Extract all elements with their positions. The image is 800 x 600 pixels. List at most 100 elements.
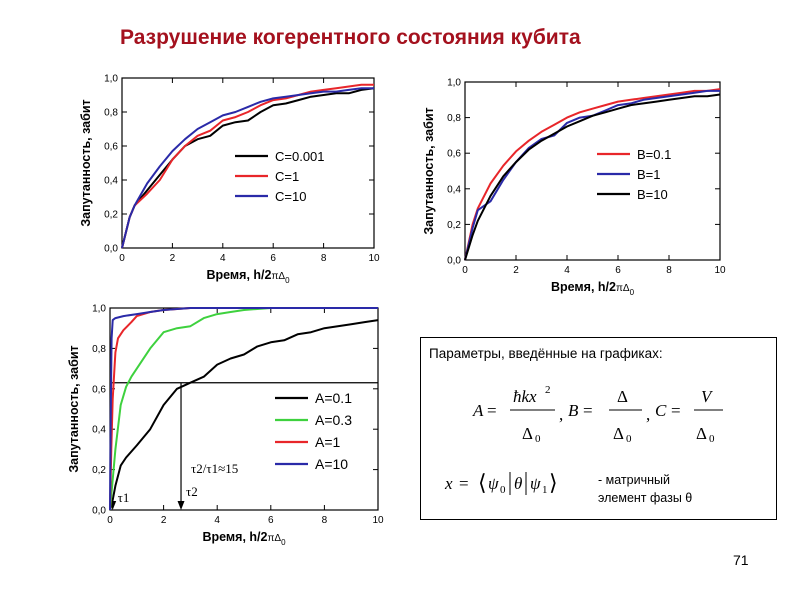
svg-text:2: 2 [545, 384, 551, 396]
svg-text:,: , [646, 405, 650, 424]
tau2-label: τ2 [186, 484, 198, 499]
x-tick-label: 4 [220, 253, 226, 264]
x-tick-label: 10 [714, 265, 726, 276]
y-axis-label: Запутанность, забит [79, 99, 93, 226]
y-axis-label: Запутанность, забит [422, 107, 436, 234]
svg-text:=: = [583, 401, 593, 420]
svg-text:0: 0 [709, 433, 715, 445]
svg-text:Δ: Δ [696, 424, 707, 443]
x-tick-label: 2 [513, 265, 519, 276]
slide-title: Разрушение когерентного состояния кубита [120, 26, 581, 49]
y-tick-label: 0,6 [104, 142, 118, 153]
x-tick-label: 8 [322, 515, 328, 526]
svg-text:0: 0 [500, 484, 506, 496]
svg-text:V: V [701, 387, 714, 406]
svg-text:ψ: ψ [530, 474, 541, 493]
chart-a-dependence: 0 2 4 6 8 10 0,0 0,2 0,4 0,6 0,8 1,0 Запутанность, з… [67, 304, 384, 548]
x-tick-label: 2 [161, 515, 167, 526]
parameters-box: Параметры, введённые на графиках: A = ħk… [420, 337, 777, 520]
x-tick-label: 0 [107, 515, 113, 526]
series-line-c-1 [121, 83, 374, 249]
svg-text:⟨: ⟨ [478, 470, 487, 495]
y-tick-label: 0,8 [104, 108, 118, 119]
svg-text:0: 0 [535, 433, 541, 445]
series-line-c-10 [121, 87, 374, 249]
svg-text:0: 0 [626, 433, 632, 445]
y-tick-label: 0,8 [92, 344, 106, 355]
series-line-b-10 [464, 93, 721, 261]
x-tick-label: 2 [170, 253, 176, 264]
y-tick-label: 0,6 [447, 149, 461, 160]
legend-label: B=10 [637, 187, 668, 202]
legend-label: A=0.1 [315, 390, 352, 406]
series-line-a-10 [109, 307, 378, 511]
y-tick-label: 0,4 [104, 176, 118, 187]
svg-text:Δ: Δ [617, 387, 628, 406]
x-tick-label: 0 [119, 253, 125, 264]
x-tick-label: 6 [270, 253, 276, 264]
chart-b-dependence: 0 2 4 6 8 10 0,0 0,2 0,4 0,6 0,8 1,0 Запутанность, з… [422, 78, 726, 298]
y-tick-label: 0,8 [447, 113, 461, 124]
x-axis-label: Время, h/2πΔ0 [551, 280, 635, 297]
series-line-a-0-1 [109, 319, 379, 511]
svg-text:θ: θ [514, 474, 522, 493]
series-line-a-1 [109, 307, 378, 511]
series-line-b-1 [464, 89, 720, 261]
x-tick-label: 8 [321, 253, 327, 264]
svg-text:Δ: Δ [613, 424, 624, 443]
x-tick-label: 10 [372, 515, 384, 526]
y-tick-label: 1,0 [104, 74, 118, 85]
svg-text:=: = [487, 401, 497, 420]
legend-label: A=1 [315, 434, 341, 450]
x-axis-label: Время, h/2πΔ0 [202, 530, 286, 547]
page-number: 71 [733, 552, 749, 568]
y-axis-label: Запутанность, забит [67, 345, 81, 472]
y-tick-label: 0,4 [447, 184, 461, 195]
x-axis-label: Время, h/2πΔ0 [206, 268, 290, 285]
y-tick-label: 0,2 [104, 210, 118, 221]
svg-text:ψ: ψ [488, 474, 499, 493]
legend-label: B=0.1 [637, 147, 671, 162]
matrix-note-line2: элемент фазы θ [598, 491, 692, 505]
y-tick-label: 0,0 [447, 256, 461, 267]
y-tick-label: 0,6 [92, 384, 106, 395]
y-tick-label: 0,0 [104, 244, 118, 255]
x-tick-label: 0 [462, 265, 468, 276]
legend-label: A=0.3 [315, 412, 352, 428]
x-tick-label: 8 [666, 265, 672, 276]
legend-label: A=10 [315, 456, 348, 472]
series-line-c-0-001 [121, 87, 375, 249]
series-line-b-0-1 [464, 88, 721, 261]
plot-frame [121, 77, 375, 249]
svg-text:x: x [444, 474, 453, 493]
svg-text:C: C [655, 401, 667, 420]
series-line-a-0-3 [109, 307, 378, 511]
y-tick-label: 1,0 [447, 78, 461, 89]
y-tick-label: 0,4 [92, 425, 106, 436]
svg-text:A: A [472, 401, 484, 420]
x-tick-label: 4 [564, 265, 570, 276]
svg-text:ħkx: ħkx [513, 387, 537, 406]
x-tick-label: 6 [268, 515, 274, 526]
svg-text:1: 1 [542, 484, 548, 496]
legend-label: C=0.001 [275, 149, 325, 164]
svg-text:B: B [568, 401, 579, 420]
parameters-formulas: A = ħkx 2 Δ 0 , B = Δ Δ 0 , C = V Δ 0 x … [444, 384, 723, 505]
x-tick-label: 10 [368, 253, 380, 264]
y-tick-label: 0,0 [92, 506, 106, 517]
plot-frame [464, 81, 721, 261]
svg-text:=: = [671, 401, 681, 420]
svg-text:,: , [559, 405, 563, 424]
parameters-heading: Параметры, введённые на графиках: [429, 346, 663, 361]
legend-label: C=1 [275, 169, 299, 184]
matrix-note-line1: - матричный [598, 473, 670, 487]
tau2-arrow [177, 501, 185, 510]
svg-text:Δ: Δ [522, 424, 533, 443]
chart-c-dependence: 0 2 4 6 8 10 0,0 0,2 0,4 0,6 0,8 1,0 Запутанность, з… [79, 74, 380, 286]
svg-text:=: = [459, 474, 469, 493]
plot-frame [109, 307, 379, 511]
tau1-label: τ1 [118, 490, 130, 505]
y-tick-label: 0,2 [92, 465, 106, 476]
x-tick-label: 4 [214, 515, 220, 526]
y-tick-label: 0,2 [447, 220, 461, 231]
